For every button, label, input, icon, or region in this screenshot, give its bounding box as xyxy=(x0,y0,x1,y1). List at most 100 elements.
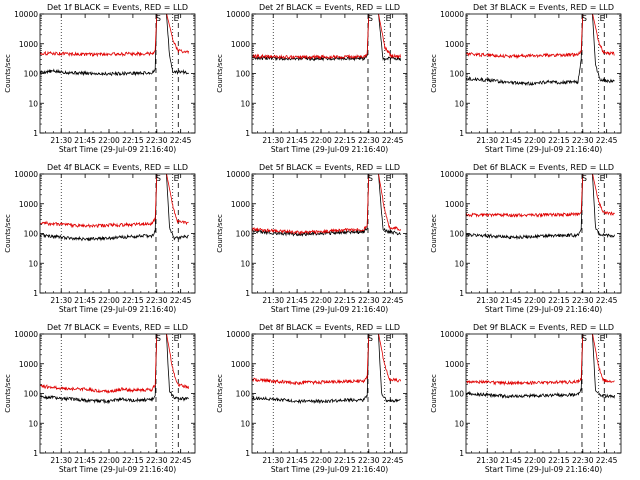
y-tick-label: 100 xyxy=(450,70,465,79)
y-tick-label: 1000 xyxy=(445,40,464,49)
chart-panel-1: Det 1f BLACK = Events, RED = LLD S E 1 10 100… xyxy=(4,3,196,154)
plot-frame xyxy=(465,173,622,294)
x-axis-label: Start Time (29-Jul-09 21:16:40) xyxy=(59,145,176,154)
y-tick-label: 100 xyxy=(236,390,251,399)
chart-title: Det 1f BLACK = Events, RED = LLD xyxy=(47,3,188,12)
x-tick-label: 21:30 xyxy=(476,296,498,305)
end-marker-label: E xyxy=(174,334,179,343)
x-tick-label: 21:45 xyxy=(286,456,308,465)
y-tick-label: 1 xyxy=(459,289,464,298)
x-axis-label: Start Time (29-Jul-09 21:16:40) xyxy=(485,145,602,154)
events-series-line xyxy=(252,174,401,237)
y-tick-label: 10 xyxy=(28,259,38,268)
start-marker-label: S xyxy=(368,174,373,183)
end-marker-label: E xyxy=(386,14,391,23)
plot-frame xyxy=(39,173,196,294)
events-series-line xyxy=(252,334,401,405)
x-tick-label: 22:00 xyxy=(310,136,332,145)
x-tick-label: 21:30 xyxy=(50,456,72,465)
start-marker-label: S xyxy=(156,14,161,23)
y-tick-label: 1000 xyxy=(231,40,250,49)
y-tick-label: 1000 xyxy=(19,40,38,49)
y-tick-label: 100 xyxy=(24,390,39,399)
x-tick-label: 22:15 xyxy=(334,296,356,305)
y-tick-label: 10000 xyxy=(440,330,464,339)
x-axis-label: Start Time (29-Jul-09 21:16:40) xyxy=(485,465,602,474)
y-tick-label: 100 xyxy=(24,70,39,79)
y-tick-label: 1 xyxy=(459,449,464,458)
y-tick-label: 10 xyxy=(454,419,464,428)
y-axis-label: Counts/sec xyxy=(4,374,12,413)
x-tick-label: 22:45 xyxy=(382,296,404,305)
y-tick-label: 10 xyxy=(28,99,38,108)
lld-series-line xyxy=(252,174,401,236)
plot-frame xyxy=(39,333,196,454)
chart-title: Det 6f BLACK = Events, RED = LLD xyxy=(473,163,614,172)
x-tick-label: 22:15 xyxy=(548,136,570,145)
plot-frame xyxy=(465,13,622,134)
lld-series-line xyxy=(252,334,401,386)
start-marker-label: S xyxy=(582,14,587,23)
y-axis-label: Counts/sec xyxy=(430,374,438,413)
end-marker-label: E xyxy=(600,14,605,23)
x-tick-label: 22:45 xyxy=(170,136,192,145)
start-marker-label: S xyxy=(368,334,373,343)
x-tick-label: 22:00 xyxy=(524,456,546,465)
x-tick-label: 21:30 xyxy=(262,136,284,145)
chart-title: Det 2f BLACK = Events, RED = LLD xyxy=(259,3,400,12)
x-tick-label: 22:00 xyxy=(524,296,546,305)
chart-title: Det 8f BLACK = Events, RED = LLD xyxy=(259,323,400,332)
x-tick-label: 22:45 xyxy=(382,456,404,465)
y-tick-label: 1 xyxy=(33,289,38,298)
y-tick-label: 10 xyxy=(454,259,464,268)
y-axis-label: Counts/sec xyxy=(216,54,224,93)
start-marker-label: S xyxy=(582,334,587,343)
y-tick-label: 1000 xyxy=(19,360,38,369)
plot-frame xyxy=(251,13,408,134)
y-tick-label: 1 xyxy=(459,129,464,138)
x-tick-label: 21:30 xyxy=(50,136,72,145)
y-axis-label: Counts/sec xyxy=(216,214,224,253)
x-tick-label: 22:15 xyxy=(548,456,570,465)
y-tick-label: 10 xyxy=(240,259,250,268)
x-tick-label: 22:30 xyxy=(358,296,380,305)
x-tick-label: 22:15 xyxy=(548,296,570,305)
x-tick-label: 22:15 xyxy=(334,136,356,145)
x-tick-label: 22:15 xyxy=(122,296,144,305)
x-tick-label: 21:45 xyxy=(500,136,522,145)
x-tick-label: 21:30 xyxy=(262,456,284,465)
y-tick-label: 10000 xyxy=(226,170,250,179)
x-tick-label: 22:15 xyxy=(122,136,144,145)
x-tick-label: 22:00 xyxy=(98,136,120,145)
plot-frame xyxy=(465,333,622,454)
y-tick-label: 100 xyxy=(24,230,39,239)
y-tick-label: 10 xyxy=(454,99,464,108)
y-tick-label: 1000 xyxy=(231,200,250,209)
x-tick-label: 22:30 xyxy=(146,456,168,465)
y-tick-label: 1 xyxy=(245,129,250,138)
chart-panel-7: Det 7f BLACK = Events, RED = LLD S E 1 10 100… xyxy=(4,323,196,474)
chart-panel-9: Det 9f BLACK = Events, RED = LLD S E 1 10 100… xyxy=(430,323,622,474)
x-tick-label: 22:30 xyxy=(572,136,594,145)
x-tick-label: 21:30 xyxy=(476,136,498,145)
y-axis-label: Counts/sec xyxy=(216,374,224,413)
x-tick-label: 22:30 xyxy=(572,456,594,465)
y-tick-label: 1 xyxy=(245,449,250,458)
x-axis-label: Start Time (29-Jul-09 21:16:40) xyxy=(59,465,176,474)
y-tick-label: 100 xyxy=(236,230,251,239)
chart-panel-2: Det 2f BLACK = Events, RED = LLD S E 1 10 100… xyxy=(216,3,408,154)
chart-panel-6: Det 6f BLACK = Events, RED = LLD S E 1 10 100… xyxy=(430,163,622,314)
chart-panel-3: Det 3f BLACK = Events, RED = LLD S E 1 10 100… xyxy=(430,3,622,154)
x-tick-label: 21:45 xyxy=(286,296,308,305)
y-tick-label: 10000 xyxy=(14,10,38,19)
y-tick-label: 10000 xyxy=(14,330,38,339)
x-axis-label: Start Time (29-Jul-09 21:16:40) xyxy=(59,305,176,314)
x-tick-label: 22:00 xyxy=(524,136,546,145)
end-marker-label: E xyxy=(174,174,179,183)
y-tick-label: 1 xyxy=(33,449,38,458)
y-tick-label: 10 xyxy=(240,419,250,428)
y-tick-label: 100 xyxy=(236,70,251,79)
start-marker-label: S xyxy=(582,174,587,183)
x-tick-label: 21:45 xyxy=(74,136,96,145)
